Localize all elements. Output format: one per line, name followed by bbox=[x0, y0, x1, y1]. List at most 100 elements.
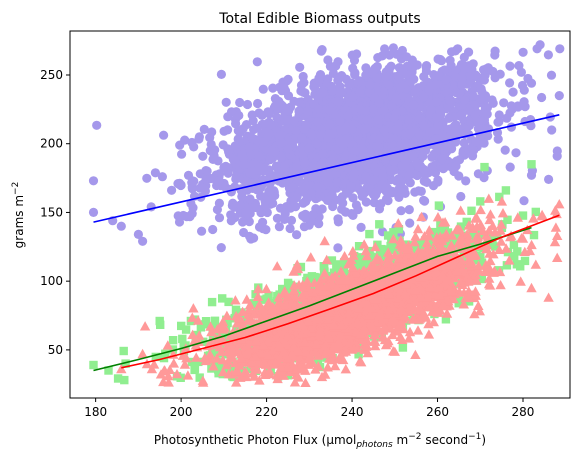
circle-point bbox=[349, 169, 359, 179]
circle-point bbox=[198, 151, 208, 161]
circle-point bbox=[256, 163, 266, 174]
circle-point bbox=[304, 143, 314, 153]
circle-point bbox=[479, 75, 489, 85]
circle-point bbox=[502, 113, 512, 123]
circle-point bbox=[511, 148, 521, 158]
circle-point bbox=[327, 156, 337, 166]
circle-point bbox=[376, 199, 386, 209]
circle-point bbox=[297, 133, 307, 143]
circle-point bbox=[328, 129, 338, 139]
circle-point bbox=[483, 63, 493, 73]
circle-point bbox=[333, 214, 343, 224]
circle-point bbox=[327, 190, 337, 200]
circle-point bbox=[513, 102, 523, 112]
square-point bbox=[89, 360, 98, 370]
circle-point bbox=[483, 131, 493, 141]
circle-point bbox=[394, 192, 404, 202]
circle-point bbox=[365, 80, 375, 90]
circle-point bbox=[264, 128, 274, 139]
circle-point bbox=[245, 194, 255, 204]
square-point bbox=[113, 374, 123, 383]
circle-point bbox=[419, 164, 429, 174]
circle-point bbox=[473, 169, 483, 179]
circle-point bbox=[505, 78, 515, 88]
circle-point bbox=[258, 217, 268, 227]
circle-point bbox=[356, 222, 366, 232]
circle-point bbox=[348, 63, 358, 73]
circle-point bbox=[296, 80, 307, 90]
circle-point bbox=[361, 70, 371, 80]
circle-point bbox=[194, 134, 204, 144]
circle-point bbox=[395, 82, 406, 92]
square-point bbox=[177, 321, 186, 331]
circle-point bbox=[216, 243, 226, 253]
circle-point bbox=[258, 84, 268, 94]
circle-point bbox=[360, 171, 371, 181]
circle-point bbox=[302, 193, 313, 203]
circle-point bbox=[373, 53, 383, 63]
square-point bbox=[476, 197, 485, 206]
circle-point bbox=[245, 231, 255, 241]
circle-point bbox=[300, 158, 310, 168]
points-layer bbox=[88, 40, 565, 387]
circle-point bbox=[197, 226, 207, 236]
circle-point bbox=[214, 213, 225, 223]
circle-point bbox=[356, 105, 366, 115]
circle-point bbox=[488, 98, 498, 108]
circle-point bbox=[318, 88, 328, 98]
circle-point bbox=[233, 126, 243, 136]
circle-point bbox=[437, 154, 447, 164]
circle-point bbox=[555, 44, 565, 54]
circle-point bbox=[356, 187, 367, 197]
square-point bbox=[375, 220, 384, 229]
circle-point bbox=[404, 205, 414, 215]
circle-point bbox=[202, 166, 212, 176]
circle-point bbox=[432, 97, 442, 107]
circle-point bbox=[325, 61, 335, 71]
circle-point bbox=[394, 174, 404, 184]
circle-point bbox=[375, 134, 385, 144]
circle-point bbox=[272, 112, 282, 123]
circle-point bbox=[276, 130, 286, 140]
circle-point bbox=[404, 129, 414, 139]
circle-point bbox=[479, 138, 489, 148]
circle-point bbox=[471, 137, 481, 147]
circle-point bbox=[88, 207, 99, 217]
circle-point bbox=[457, 73, 467, 83]
circle-point bbox=[239, 153, 249, 163]
circle-point bbox=[445, 96, 455, 106]
circle-point bbox=[324, 119, 335, 129]
circle-point bbox=[221, 97, 231, 107]
circle-point bbox=[199, 124, 209, 134]
circle-point bbox=[419, 92, 429, 102]
circle-point bbox=[420, 196, 430, 206]
square-point bbox=[398, 343, 408, 352]
circle-point bbox=[518, 47, 528, 57]
circle-point bbox=[412, 158, 422, 168]
circle-point bbox=[519, 196, 529, 206]
circle-point bbox=[355, 87, 365, 97]
circle-point bbox=[295, 62, 305, 72]
circle-point bbox=[344, 80, 354, 90]
square-point bbox=[365, 229, 374, 239]
circle-point bbox=[291, 126, 301, 136]
circle-point bbox=[494, 110, 504, 120]
circle-point bbox=[234, 110, 244, 121]
circle-point bbox=[438, 164, 448, 174]
circle-point bbox=[226, 216, 236, 226]
circle-point bbox=[303, 106, 313, 116]
circle-point bbox=[401, 156, 411, 166]
circle-point bbox=[298, 184, 308, 195]
circle-point bbox=[333, 97, 343, 107]
circle-point bbox=[419, 120, 429, 131]
circle-point bbox=[546, 70, 557, 80]
circle-point bbox=[285, 223, 295, 234]
circle-point bbox=[253, 98, 263, 109]
circle-point bbox=[505, 162, 515, 172]
circle-point bbox=[388, 43, 398, 53]
circle-point bbox=[402, 61, 412, 71]
circle-point bbox=[456, 60, 467, 70]
circle-point bbox=[482, 109, 492, 119]
circle-point bbox=[333, 243, 343, 253]
circle-point bbox=[436, 56, 447, 66]
